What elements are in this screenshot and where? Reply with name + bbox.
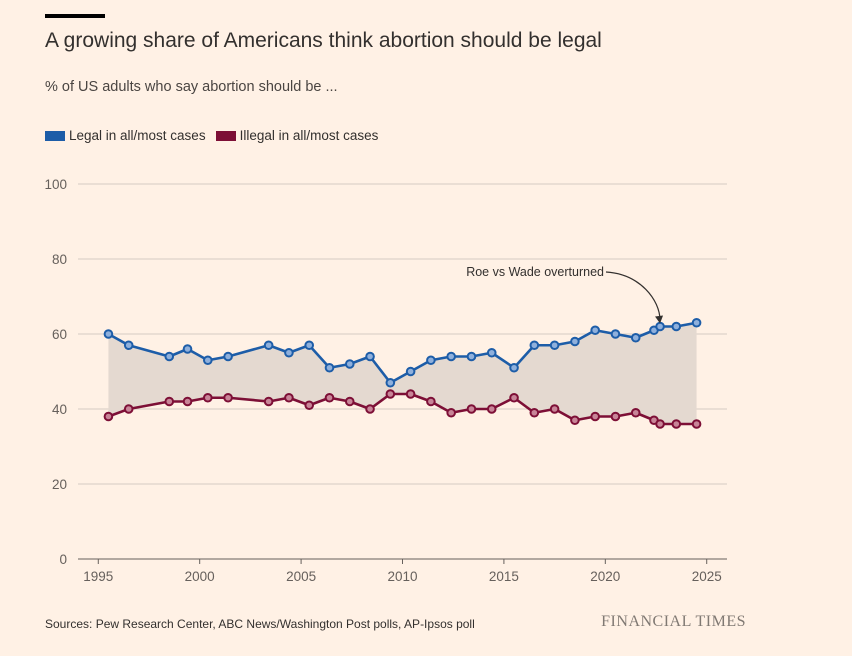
legend-label-legal: Legal in all/most cases	[69, 128, 206, 143]
data-point-legal	[365, 351, 375, 362]
data-point-legal	[486, 347, 497, 358]
data-point-legal	[630, 332, 641, 343]
x-tick-label: 1995	[83, 569, 113, 584]
source-note: Sources: Pew Research Center, ABC News/W…	[45, 617, 475, 631]
data-point-legal	[529, 340, 540, 351]
data-point-legal	[446, 351, 456, 362]
data-point-illegal	[344, 396, 355, 407]
data-point-illegal	[630, 407, 641, 418]
data-point-illegal	[691, 419, 702, 429]
header-rule	[45, 14, 105, 18]
legend-label-illegal: Illegal in all/most cases	[239, 128, 379, 143]
data-point-illegal	[284, 392, 294, 403]
data-point-illegal	[529, 407, 540, 418]
data-point-legal	[509, 362, 519, 373]
data-point-illegal	[385, 389, 396, 399]
annotation-arrow	[605, 271, 661, 321]
data-point-legal	[549, 340, 560, 351]
data-point-illegal	[304, 400, 315, 411]
y-tick-label: 20	[52, 477, 67, 492]
chart-subtitle: % of US adults who say abortion should b…	[45, 79, 338, 95]
x-tick-label: 2015	[489, 569, 519, 584]
legend: Legal in all/most cases Illegal in all/m…	[45, 128, 378, 143]
y-tick-label: 60	[52, 327, 67, 342]
chart-title: A growing share of Americans think abort…	[45, 29, 602, 52]
legend-item-legal: Legal in all/most cases	[45, 128, 206, 143]
data-point-legal	[590, 325, 600, 336]
data-point-legal	[671, 321, 682, 332]
data-point-legal	[405, 366, 416, 377]
legend-swatch-legal	[45, 130, 65, 141]
data-point-illegal	[590, 411, 600, 422]
data-point-legal	[284, 347, 294, 358]
data-point-illegal	[365, 404, 375, 414]
data-point-illegal	[324, 392, 335, 403]
shaded-gap-area	[108, 322, 697, 424]
data-point-legal	[263, 340, 274, 351]
data-point-legal	[691, 317, 702, 328]
data-point-illegal	[405, 389, 416, 399]
x-tick-label: 2025	[692, 569, 722, 584]
data-point-legal	[123, 340, 134, 351]
annotation-label: Roe vs Wade overturned	[466, 265, 604, 279]
data-point-legal	[655, 321, 665, 332]
y-tick-label: 40	[52, 402, 67, 417]
y-tick-label: 0	[59, 552, 67, 567]
data-point-legal	[304, 340, 315, 351]
data-point-legal	[570, 336, 580, 347]
brand-wordmark: FINANCIAL TIMES	[601, 613, 746, 630]
data-point-legal	[466, 351, 477, 362]
data-point-illegal	[123, 404, 134, 414]
data-point-legal	[203, 355, 213, 366]
data-point-illegal	[182, 396, 193, 407]
data-point-illegal	[486, 404, 497, 414]
data-point-illegal	[570, 415, 580, 426]
data-point-illegal	[509, 392, 519, 403]
data-point-legal	[164, 351, 175, 362]
legend-item-illegal: Illegal in all/most cases	[215, 128, 379, 143]
data-point-illegal	[426, 396, 436, 407]
data-point-legal	[182, 344, 193, 354]
x-tick-label: 2010	[387, 569, 417, 584]
data-point-illegal	[263, 396, 274, 407]
data-point-legal	[103, 329, 114, 339]
data-point-legal	[385, 377, 396, 388]
annotation-arrowhead	[655, 315, 664, 324]
data-point-illegal	[655, 419, 665, 429]
y-tick-label: 100	[44, 177, 67, 192]
data-point-legal	[610, 329, 621, 339]
data-point-illegal	[610, 411, 621, 422]
x-tick-label: 2020	[590, 569, 620, 584]
legend-swatch-illegal	[215, 130, 236, 141]
data-point-illegal	[549, 404, 560, 414]
data-point-legal	[426, 355, 436, 366]
data-point-illegal	[466, 404, 477, 414]
data-point-illegal	[103, 411, 114, 422]
data-point-legal	[223, 351, 233, 362]
x-tick-label: 2005	[286, 569, 316, 584]
data-point-illegal	[203, 392, 213, 403]
data-point-illegal	[446, 407, 456, 418]
data-point-illegal	[164, 396, 175, 407]
data-point-illegal	[223, 392, 233, 403]
data-point-legal	[344, 359, 355, 369]
y-tick-label: 80	[52, 252, 67, 267]
data-point-illegal	[671, 419, 682, 429]
x-tick-label: 2000	[185, 569, 215, 584]
data-point-legal	[324, 362, 335, 373]
